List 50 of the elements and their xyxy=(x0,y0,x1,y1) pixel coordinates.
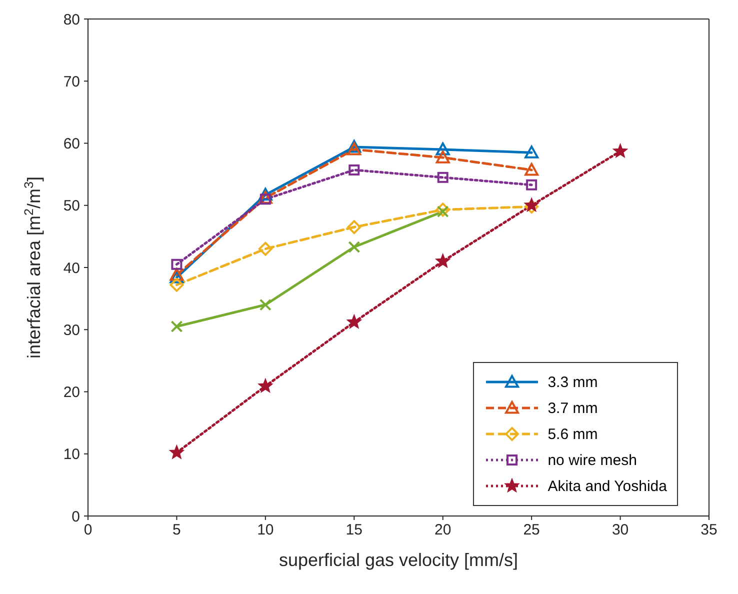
point xyxy=(258,378,273,392)
point xyxy=(524,146,539,158)
y-tick-label: 20 xyxy=(63,384,80,402)
point xyxy=(170,278,184,292)
y-tick-label: 40 xyxy=(63,260,80,277)
x-tick-label: 0 xyxy=(84,522,92,539)
point xyxy=(524,162,539,176)
y-tick-label: 60 xyxy=(63,136,80,153)
x-tick-label: 30 xyxy=(612,522,629,539)
point xyxy=(346,314,362,328)
y-tick-label: 80 xyxy=(63,11,80,28)
legend-label: 3.7 mm xyxy=(548,400,598,416)
x-tick-label: 20 xyxy=(434,522,452,539)
x-axis-title: superficial gas velocity [mm/s] xyxy=(278,550,518,570)
point xyxy=(348,241,360,253)
point xyxy=(170,445,184,459)
point xyxy=(436,254,450,268)
y-tick-label: 70 xyxy=(63,73,80,90)
point xyxy=(170,268,184,281)
x-tick-label: 35 xyxy=(700,522,718,539)
point xyxy=(171,258,182,270)
legend-label: 5.6 mm xyxy=(548,426,598,442)
point xyxy=(526,179,538,190)
point xyxy=(258,190,272,204)
point xyxy=(437,172,448,183)
y-tick-label: 10 xyxy=(63,446,80,464)
point xyxy=(347,140,362,153)
y-tick-label: 0 xyxy=(72,508,80,526)
point xyxy=(436,150,450,164)
point xyxy=(170,320,183,333)
point xyxy=(348,164,360,176)
legend-label: 3.3 mm xyxy=(548,374,598,390)
x-tick-label: 5 xyxy=(172,522,181,539)
y-tick-label: 30 xyxy=(63,322,80,339)
point xyxy=(347,220,362,234)
legend-label: Akita and Yoshida xyxy=(548,478,667,494)
point xyxy=(436,202,450,217)
point xyxy=(259,298,272,311)
x-tick-label: 10 xyxy=(257,522,274,539)
point xyxy=(436,206,449,218)
point xyxy=(258,242,272,256)
x-tick-label: 25 xyxy=(523,522,540,539)
point xyxy=(613,144,628,158)
x-tick-label: 15 xyxy=(346,522,362,539)
point xyxy=(170,270,184,284)
y-tick-label: 50 xyxy=(63,198,80,215)
point xyxy=(436,142,450,156)
point xyxy=(258,188,272,201)
point xyxy=(347,142,362,156)
legend-label: no wire mesh xyxy=(548,452,637,468)
